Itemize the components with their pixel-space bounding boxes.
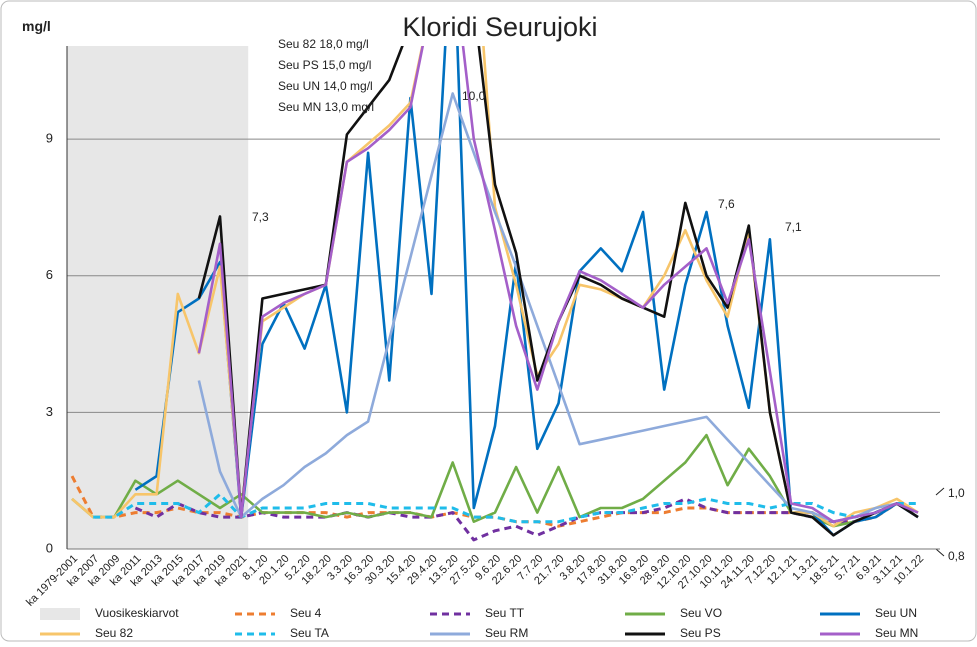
series-line (197, 92, 919, 523)
legend-label: Seu TT (485, 606, 525, 620)
y-tick-label: 9 (46, 131, 53, 146)
series-line (197, 46, 919, 523)
leader-line (935, 487, 945, 496)
series-line (134, 497, 919, 542)
annotation: Seu 82 18,0 mg/l (278, 37, 369, 51)
annotation: Seu PS 15,0 mg/l (278, 58, 371, 72)
annotation: 10,0 (462, 89, 486, 103)
legend-label: Seu MN (875, 626, 918, 640)
y-tick-label: 6 (46, 267, 53, 282)
chart-title: Kloridi Seurujoki (402, 12, 597, 42)
annotation: 7,6 (718, 197, 735, 211)
legend-label: Seu UN (875, 606, 917, 620)
plot-lines (70, 46, 919, 542)
legend-label: Vuosikeskiarvot (95, 606, 179, 620)
annotation: 0,8 (948, 549, 965, 563)
legend-label: Seu 4 (290, 606, 322, 620)
legend-label: Seu 82 (95, 626, 133, 640)
annotation: 1,0 (948, 486, 965, 500)
legend-label: Seu PS (680, 626, 721, 640)
series-line (71, 433, 919, 528)
legend-label: Seu RM (485, 626, 528, 640)
leader-line (935, 548, 945, 557)
legend-label: Seu TA (290, 626, 329, 640)
annotation: Seu UN 14,0 mg/l (278, 79, 373, 93)
annotation: Seu MN 13,0 mg/l (278, 100, 374, 114)
annotation: 7,1 (785, 220, 802, 234)
y-axis-label: mg/l (22, 18, 51, 34)
legend-swatch (40, 608, 80, 620)
y-tick-label: 0 (46, 540, 53, 555)
y-tick-label: 3 (46, 404, 53, 419)
series-line (70, 475, 919, 528)
annotation: 7,3 (252, 210, 269, 224)
legend-label: Seu VO (680, 606, 722, 620)
